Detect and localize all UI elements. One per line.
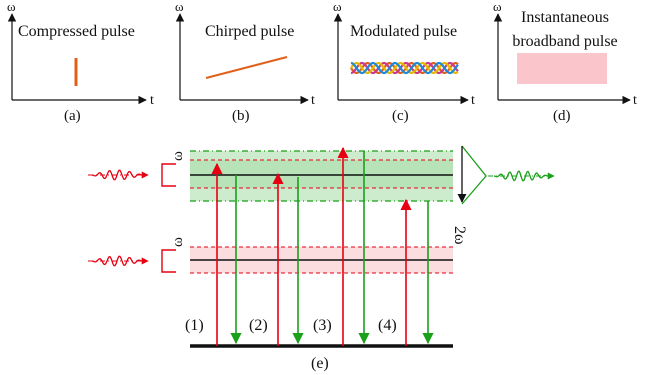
upper-level-band-inner	[190, 160, 453, 188]
omega-label: ω	[333, 0, 342, 14]
chirped-pulse-line	[205, 56, 288, 79]
panel-d: ω t Instantaneous broadband pulse (d)	[493, 0, 637, 124]
input-wave-upper	[88, 169, 149, 181]
t-label: t	[471, 93, 475, 108]
input-wave-lower	[88, 255, 149, 267]
panel-title: Compressed pulse	[18, 23, 135, 40]
panel-caption: (d)	[553, 108, 571, 124]
t-label: t	[150, 93, 154, 108]
panel-title: Modulated pulse	[350, 23, 457, 40]
upper-omega-label: ω	[170, 151, 186, 161]
panel-caption: (a)	[64, 108, 81, 124]
panel-a: ω t Compressed pulse (a)	[7, 0, 154, 124]
upper-bandwidth-bracket	[161, 163, 176, 187]
transition-3-label: (3)	[313, 317, 332, 334]
panel-title: Chirped pulse	[205, 23, 294, 40]
panel-b: ω t Chirped pulse (b)	[175, 0, 315, 124]
broadband-pulse-block	[517, 53, 607, 84]
panel-c: ω t Modulated pulse (c)	[333, 0, 475, 124]
modulated-pulse-waves	[350, 61, 459, 75]
panel-title-line1: Instantaneous	[521, 9, 609, 26]
panel-title-line2: broadband pulse	[512, 33, 617, 50]
lower-omega-label: ω	[170, 237, 186, 247]
output-2omega-label: 2ω	[451, 226, 468, 245]
t-label: t	[311, 93, 315, 108]
lower-bandwidth-bracket	[161, 249, 176, 273]
transition-2-label: (2)	[249, 317, 268, 334]
t-label: t	[633, 93, 637, 108]
transition-1-label: (1)	[185, 317, 204, 334]
output-triangle	[461, 145, 487, 205]
energy-diagram: ω ω 2ω (1) (2) (3) (4) (e)	[88, 145, 555, 372]
transition-4-label: (4)	[378, 317, 397, 334]
energy-diagram-caption: (e)	[311, 355, 329, 372]
omega-label: ω	[175, 0, 184, 14]
omega-label: ω	[493, 0, 502, 14]
panel-caption: (b)	[232, 108, 250, 124]
omega-label: ω	[7, 0, 16, 14]
panel-caption: (c)	[392, 108, 409, 124]
output-wave	[488, 170, 555, 182]
